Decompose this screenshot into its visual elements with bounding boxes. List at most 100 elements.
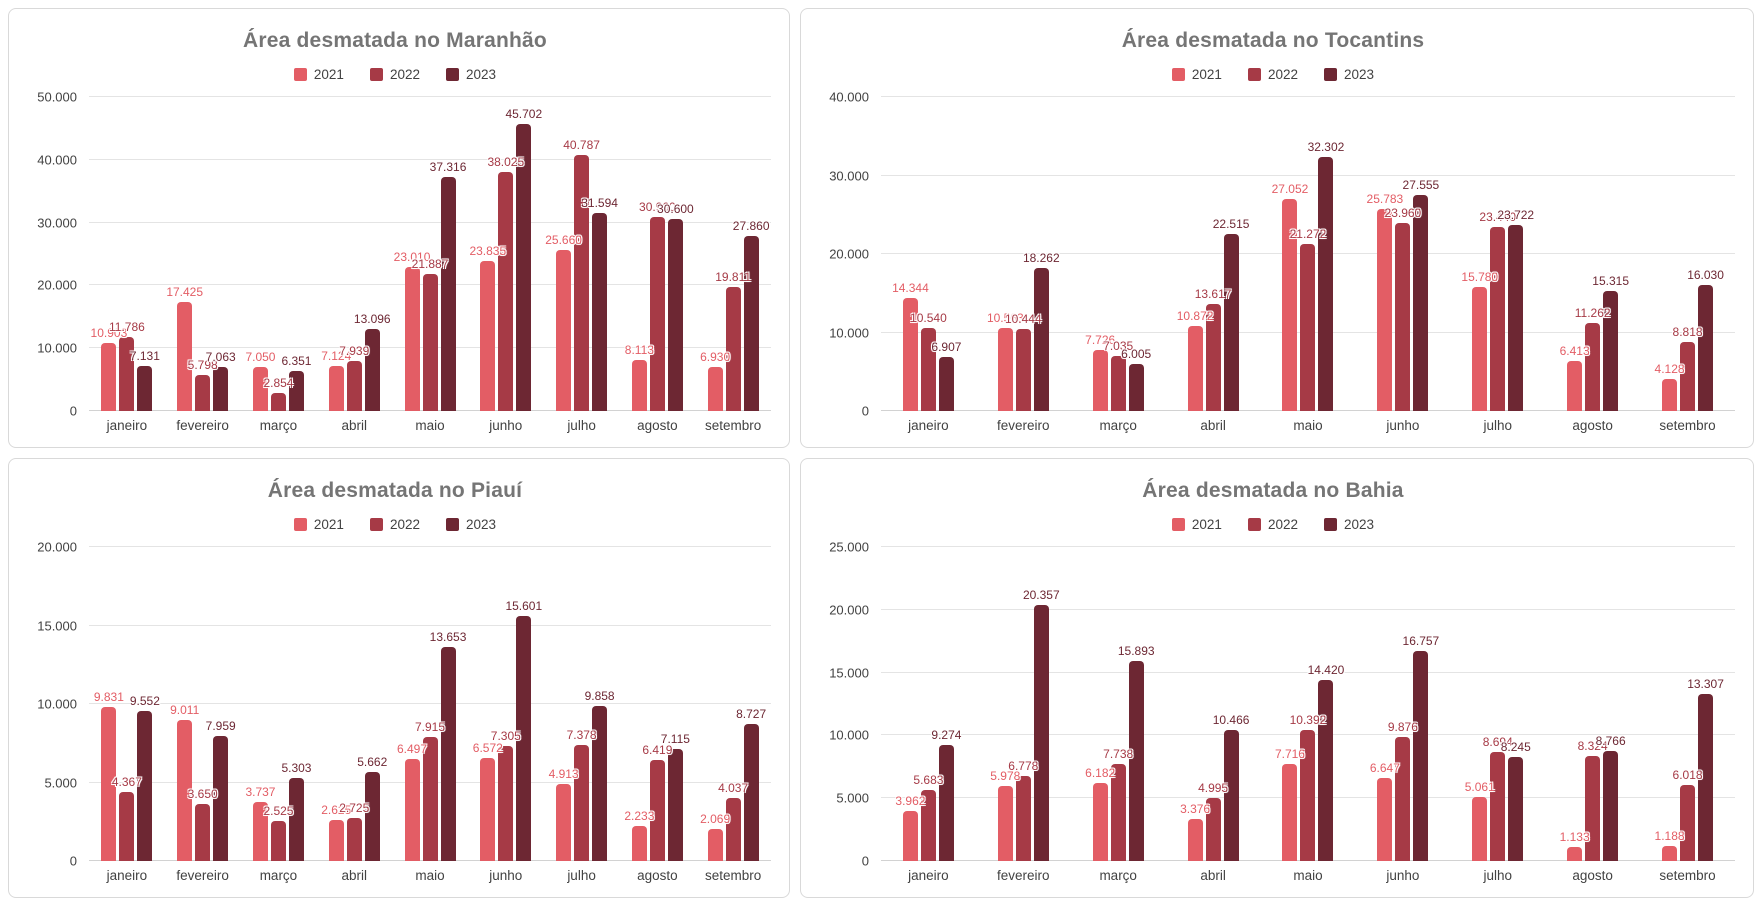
bar-column: 5.662 xyxy=(357,547,387,861)
legend-label: 2022 xyxy=(389,516,420,532)
x-tick-label-março: março xyxy=(259,418,298,433)
bar-2022-agosto xyxy=(649,216,665,411)
bar-2022-abril xyxy=(1205,304,1221,411)
plot: 9.831 4.367 9.552 9.011 3.650 7.959 3.737 2.525… xyxy=(89,546,771,861)
value-label-2023-maio: 32.302 xyxy=(1307,140,1345,155)
value-label-2023-abril: 22.515 xyxy=(1212,217,1250,232)
bar-column: 16.757 xyxy=(1403,547,1439,861)
bar-group-fevereiro: 17.425 5.798 7.063 xyxy=(165,97,241,411)
bar-column: 27.555 xyxy=(1403,97,1439,411)
y-tick-label: 0 xyxy=(861,403,869,419)
value-label-2023-março: 15.893 xyxy=(1117,644,1155,659)
legend-label: 2023 xyxy=(466,66,497,82)
chart-title: Área desmatada no Tocantins xyxy=(1121,29,1425,52)
value-label-2021-maio: 7.716 xyxy=(1274,747,1305,762)
bar-group-fevereiro: 9.011 3.650 7.959 xyxy=(165,547,241,861)
legend-item-2021: 2021 xyxy=(1171,517,1222,532)
bar-group-março: 7.050 2.854 6.351 xyxy=(241,97,317,411)
bar-column: 2.854 xyxy=(263,97,293,411)
bar-column: 7.305 xyxy=(491,547,521,861)
bar-column: 7.115 xyxy=(661,547,690,861)
value-label-2023-abril: 10.466 xyxy=(1212,712,1250,727)
value-label-2021-abril: 2.625 xyxy=(321,802,352,817)
bar-column: 1.133 xyxy=(1560,547,1590,861)
chart-title: Área desmatada no Maranhão xyxy=(243,29,547,52)
value-label-2023-janeiro: 9.274 xyxy=(931,727,962,742)
bar-group-março: 7.726 7.035 6.005 xyxy=(1071,97,1166,411)
bar-2022-maio xyxy=(1300,730,1316,861)
bar-column: 7.378 xyxy=(567,547,597,861)
y-tick-label: 10.000 xyxy=(37,696,77,712)
bar-column: 6.930 xyxy=(700,97,730,411)
bar-column: 3.650 xyxy=(188,547,218,861)
value-label-2023-abril: 13.096 xyxy=(353,311,391,326)
bar-column: 23.010 xyxy=(394,97,430,411)
bar-2022-agosto xyxy=(1585,322,1601,411)
value-label-2023-agosto: 30.600 xyxy=(657,201,694,216)
legend-swatch-icon xyxy=(1247,517,1261,531)
bar-2022-janeiro xyxy=(119,792,135,861)
bar-2023-setembro xyxy=(1698,285,1714,411)
bar-2023-junho xyxy=(1413,194,1429,411)
legend-swatch-icon xyxy=(446,517,459,531)
bar-group-setembro: 1.188 6.018 13.307 xyxy=(1640,547,1735,861)
bar-2021-abril xyxy=(1187,818,1203,861)
bar-column: 8.245 xyxy=(1501,547,1531,861)
value-label-2021-agosto: 6.413 xyxy=(1559,343,1590,358)
bar-column: 2.525 xyxy=(263,547,293,861)
bar-2023-julho xyxy=(1508,757,1524,861)
bar-2021-julho xyxy=(1472,797,1488,861)
gridline xyxy=(89,158,771,160)
bar-group-julho: 25.660 40.787 31.594 xyxy=(544,97,620,411)
legend-swatch-icon xyxy=(446,67,459,81)
value-label-2022-abril: 2.725 xyxy=(339,801,370,816)
bar-2021-janeiro xyxy=(902,811,918,861)
x-axis: janeiro fevereiro março abril maio junho julho… xyxy=(89,861,771,887)
bar-group-abril: 3.376 4.995 10.466 xyxy=(1166,547,1261,861)
chart-title: Área desmatada no Piauí xyxy=(267,479,523,502)
bar-2021-julho xyxy=(556,249,572,411)
value-label-2022-agosto: 6.419 xyxy=(642,743,673,758)
bar-group-junho: 6.647 9.876 16.757 xyxy=(1355,547,1450,861)
bar-2022-junho xyxy=(498,746,514,861)
chart-card-tocantins: Área desmatada no Tocantins 2021 2022 2023… xyxy=(799,8,1754,448)
legend-label: 2022 xyxy=(1267,516,1298,532)
x-tick-label-maio: maio xyxy=(1293,868,1323,883)
value-label-2022-julho: 23.440 xyxy=(1479,210,1517,224)
bar-column: 6.907 xyxy=(931,97,961,411)
x-tick-label-abril: abril xyxy=(341,868,367,883)
value-label-2022-janeiro: 4.367 xyxy=(111,775,142,790)
x-tick-label-maio: maio xyxy=(1293,418,1323,433)
bar-column: 5.303 xyxy=(281,547,311,861)
bar-2023-agosto xyxy=(1603,750,1619,861)
bar-2021-setembro xyxy=(1662,378,1678,411)
legend-label: 2023 xyxy=(1344,516,1375,532)
value-label-2021-fevereiro: 10.563 xyxy=(986,311,1024,326)
plot: 10.903 11.786 7.131 17.425 5.798 7.063 7.050 2.… xyxy=(89,96,771,411)
bar-2022-fevereiro xyxy=(195,374,211,411)
value-label-2021-agosto: 1.133 xyxy=(1559,829,1590,844)
y-tick-label: 0 xyxy=(69,403,77,419)
bar-2023-fevereiro xyxy=(1033,267,1049,411)
bar-2023-maio xyxy=(440,176,456,411)
value-label-2023-setembro: 8.727 xyxy=(736,707,767,721)
bar-column: 8.727 xyxy=(736,547,766,861)
bar-column: 27.052 xyxy=(1272,97,1308,411)
bar-group-abril: 7.124 7.939 13.096 xyxy=(316,97,392,411)
bar-2021-fevereiro xyxy=(177,301,193,411)
value-label-2022-agosto: 30.960 xyxy=(639,199,676,214)
bar-2021-julho xyxy=(1472,287,1488,411)
y-axis: 0 5.000 10.000 15.000 20.000 xyxy=(19,540,89,869)
value-label-2023-maio: 13.653 xyxy=(429,629,467,644)
y-tick-label: 10.000 xyxy=(829,727,869,743)
value-label-2022-abril: 13.617 xyxy=(1194,287,1232,302)
value-label-2022-março: 7.035 xyxy=(1103,338,1134,353)
value-label-2022-março: 2.525 xyxy=(263,804,294,819)
legend-item-2023: 2023 xyxy=(446,67,496,82)
chart-plot-area: 0 10.000 20.000 30.000 40.000 14.344 10.540 6.… xyxy=(811,90,1735,437)
bar-column: 11.262 xyxy=(1575,97,1611,411)
value-label-2023-maio: 14.420 xyxy=(1307,662,1345,677)
bar-column: 14.420 xyxy=(1308,547,1344,861)
chart-legend: 2021 2022 2023 xyxy=(811,65,1735,83)
bar-column: 6.351 xyxy=(281,97,311,411)
